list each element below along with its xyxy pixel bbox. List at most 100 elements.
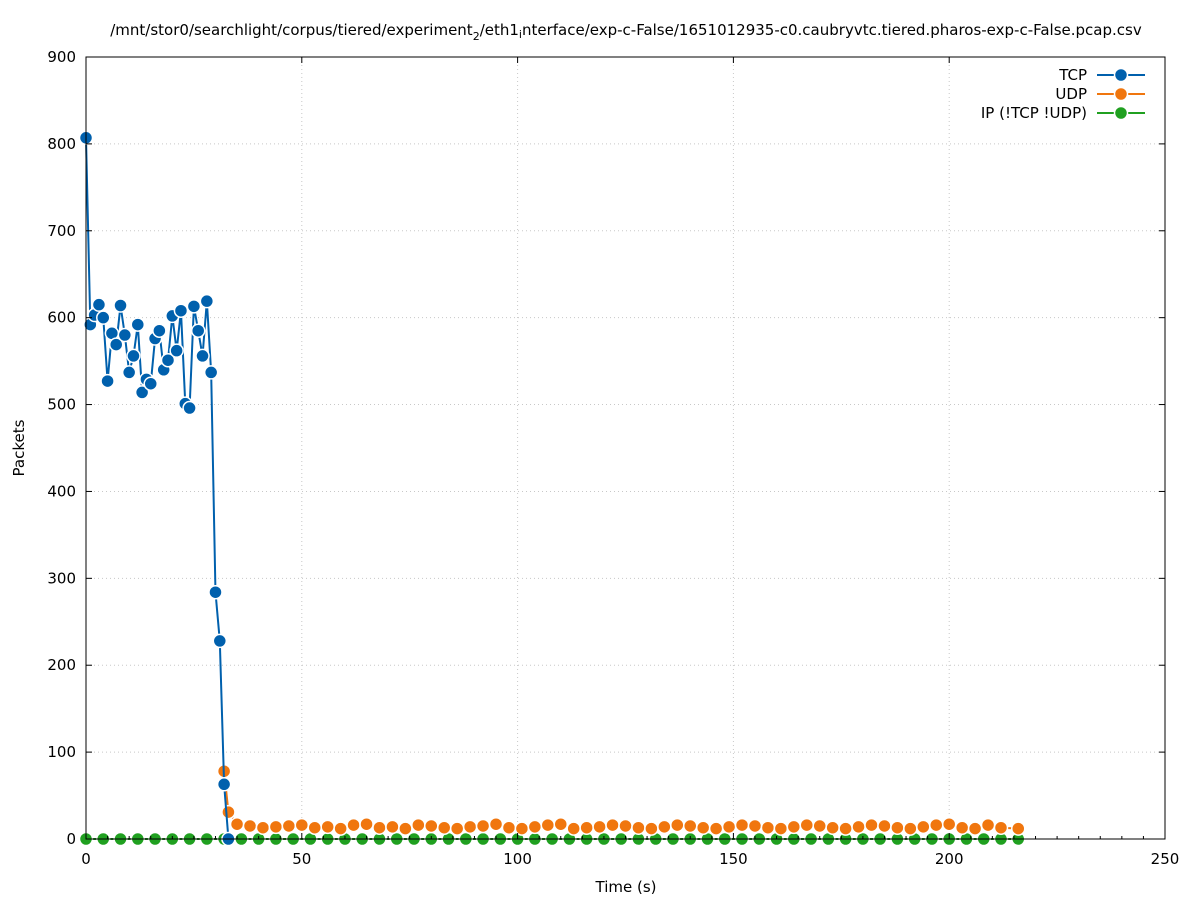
data-point	[229, 816, 245, 832]
data-point	[208, 584, 223, 600]
data-point	[268, 819, 284, 835]
axes: 0 50 100 150 200 250 0 100 200 300 400 500 600 700 800…	[47, 48, 1179, 868]
data-point	[96, 310, 111, 325]
legend-label: UDP	[1055, 85, 1087, 103]
data-point	[216, 777, 232, 792]
data-point	[851, 819, 866, 835]
data-point	[864, 817, 879, 833]
data-point	[126, 348, 141, 364]
data-point	[346, 817, 361, 833]
data-point	[385, 819, 400, 835]
plot-area	[78, 130, 1026, 847]
y-tick-label: 700	[47, 222, 76, 240]
legend-entry: UDP	[1055, 85, 1145, 103]
data-point	[143, 376, 158, 391]
data-point	[113, 298, 128, 313]
data-point	[182, 400, 197, 416]
x-tick-label: 100	[503, 850, 532, 868]
data-point	[605, 817, 620, 833]
data-point	[553, 816, 569, 832]
x-axis-title: Time (s)	[595, 878, 657, 896]
data-point	[721, 819, 737, 835]
series-1	[216, 763, 1026, 836]
data-point	[747, 818, 763, 834]
data-point	[121, 365, 137, 380]
series-line	[223, 771, 1019, 830]
y-tick-label: 300	[47, 569, 76, 587]
data-point	[475, 818, 491, 834]
legend-marker	[1113, 67, 1129, 83]
data-point	[967, 821, 983, 836]
data-point	[203, 365, 219, 380]
x-tick-label: 250	[1151, 850, 1180, 868]
data-point	[980, 817, 996, 833]
data-point	[359, 816, 374, 832]
data-point	[199, 293, 215, 309]
data-point	[903, 821, 918, 836]
legend-entry: TCP	[1058, 66, 1145, 84]
data-point	[281, 818, 297, 834]
data-point	[333, 821, 348, 836]
legend-marker	[1113, 105, 1129, 121]
data-point	[838, 821, 853, 836]
data-point	[424, 818, 439, 834]
x-tick-label: 50	[292, 850, 311, 868]
data-point	[488, 816, 504, 832]
data-point	[566, 821, 581, 836]
data-point	[117, 327, 133, 343]
data-point	[877, 818, 892, 834]
data-point	[708, 821, 724, 836]
data-point	[890, 820, 905, 835]
data-point	[734, 817, 750, 833]
data-point	[670, 817, 685, 833]
y-tick-label: 900	[47, 48, 76, 66]
x-tick-label: 0	[81, 850, 91, 868]
series-line	[85, 137, 230, 840]
legend-entry: IP (!TCP !UDP)	[981, 104, 1145, 122]
data-point	[108, 337, 124, 352]
data-point	[190, 323, 206, 338]
data-point	[152, 323, 167, 338]
grid	[86, 57, 1165, 839]
data-point	[100, 373, 115, 389]
data-point	[91, 297, 107, 312]
data-point	[618, 818, 633, 834]
y-tick-label: 500	[47, 396, 76, 414]
y-tick-label: 200	[47, 656, 76, 674]
data-point	[540, 817, 556, 833]
data-point	[916, 819, 931, 835]
data-point	[657, 819, 672, 835]
legend-label: TCP	[1058, 66, 1087, 84]
data-point	[372, 820, 387, 835]
data-point	[954, 820, 970, 835]
data-point	[398, 821, 413, 836]
data-point	[160, 352, 176, 368]
data-point	[644, 821, 659, 836]
data-point	[1011, 821, 1026, 836]
y-axis-title: Packets	[10, 419, 28, 476]
data-point	[411, 817, 426, 833]
series-0	[78, 130, 236, 847]
data-point	[682, 818, 698, 834]
data-point	[134, 385, 150, 400]
data-point	[786, 819, 802, 835]
chart-title: /mnt/stor0/searchlight/corpus/tiered/exp…	[110, 21, 1142, 43]
y-tick-label: 800	[47, 135, 76, 153]
data-point	[695, 820, 711, 835]
data-point	[993, 820, 1009, 835]
data-point	[929, 817, 944, 833]
data-point	[941, 816, 957, 832]
data-point	[186, 299, 202, 314]
data-point	[773, 821, 789, 836]
y-tick-label: 100	[47, 743, 76, 761]
data-point	[173, 303, 189, 318]
legend-label: IP (!TCP !UDP)	[981, 104, 1087, 122]
data-point	[462, 819, 478, 835]
data-point	[825, 820, 840, 835]
y-tick-label: 0	[66, 830, 76, 848]
data-point	[320, 819, 335, 835]
x-tick-label: 200	[935, 850, 964, 868]
x-tick-label: 150	[719, 850, 748, 868]
data-point	[130, 317, 146, 332]
